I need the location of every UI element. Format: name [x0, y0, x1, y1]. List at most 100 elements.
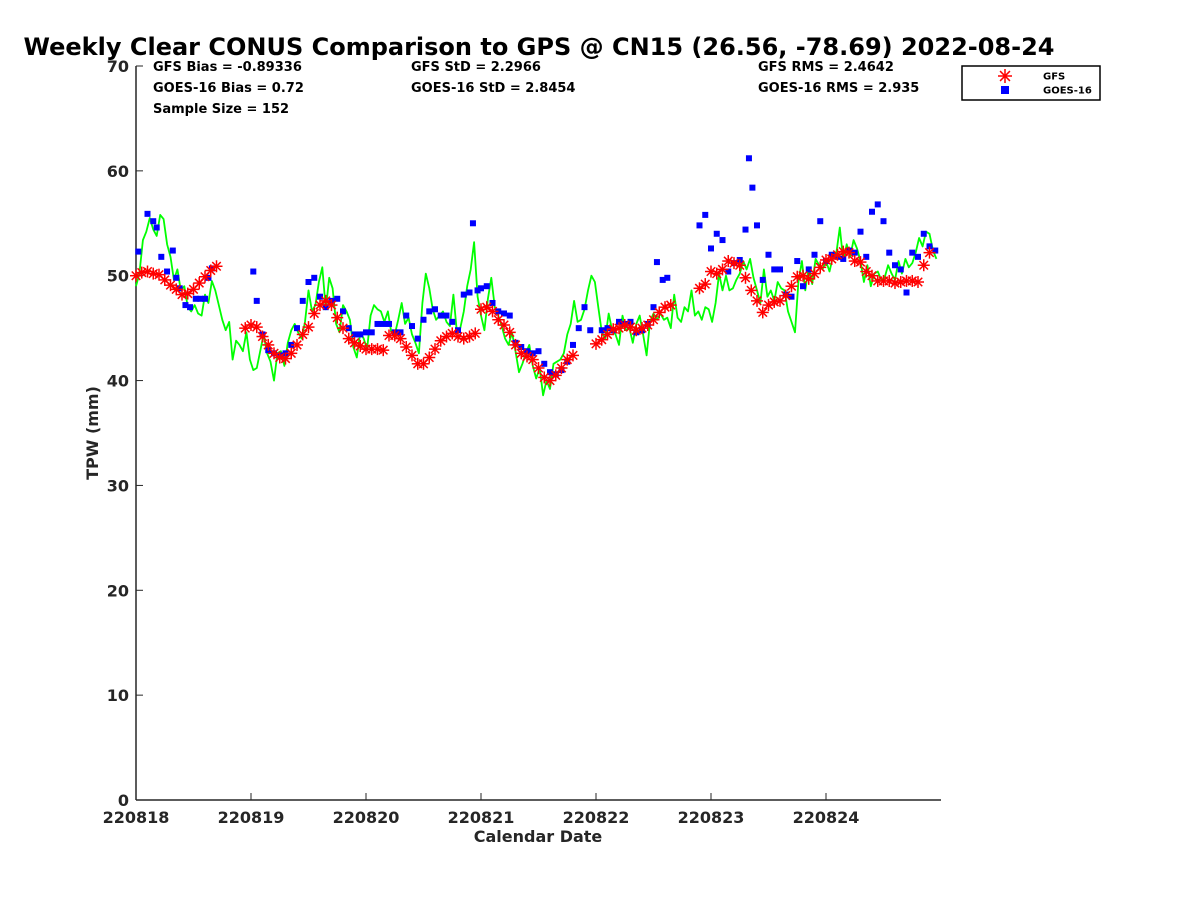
goes16-point: [529, 350, 536, 357]
gfs-point: [854, 256, 867, 269]
goes16-point: [777, 266, 783, 273]
goes16-point: [483, 283, 490, 290]
x-tick-label: 220823: [678, 808, 745, 827]
goes16-point: [587, 327, 594, 334]
goes16-point: [742, 226, 749, 233]
goes16-point: [932, 247, 939, 254]
goes16-point: [380, 320, 387, 327]
gfs-point: [153, 268, 165, 281]
goes16-point: [317, 293, 323, 300]
goes16-point: [664, 274, 671, 281]
goes16-point: [197, 295, 204, 302]
goes16-point: [294, 325, 300, 332]
gfs-point: [802, 272, 815, 285]
plot-area: [130, 155, 939, 397]
goes16-point: [713, 230, 720, 237]
gfs-point: [250, 321, 263, 334]
goes16-point: [466, 289, 473, 296]
gfs-point: [567, 349, 579, 362]
goes16-point: [250, 268, 257, 275]
goes16-point: [874, 201, 881, 208]
goes16-point: [351, 331, 358, 338]
goes16-point: [253, 297, 260, 304]
goes16-point: [144, 210, 151, 217]
goes16-point: [759, 276, 766, 283]
gfs-point: [756, 306, 769, 319]
goes16-point: [570, 341, 576, 348]
gfs-point: [917, 259, 930, 272]
y-tick-label: 30: [107, 476, 129, 495]
goes16-point: [403, 312, 410, 319]
x-tick-label: 220818: [103, 808, 170, 827]
gfs-point: [526, 353, 539, 366]
goes16-point: [334, 295, 341, 302]
legend-marker-gfs: [998, 69, 1012, 83]
gfs-point: [400, 341, 413, 354]
goes16-point: [541, 360, 548, 367]
gfs-point: [268, 347, 280, 360]
goes16-point: [892, 262, 898, 269]
goes16-point: [926, 243, 933, 250]
goes16-point: [455, 327, 461, 334]
goes16-point: [581, 304, 588, 311]
goes16-point: [659, 276, 666, 283]
goes16-point: [368, 329, 375, 336]
y-tick-label: 60: [107, 162, 129, 181]
goes16-point: [164, 268, 171, 275]
gfs-point: [716, 263, 729, 276]
gfs-point: [406, 349, 418, 362]
gfs-point: [296, 328, 309, 341]
goes16-point: [765, 251, 772, 258]
goes16-point: [909, 249, 916, 256]
y-tick-label: 50: [107, 267, 129, 286]
goes16-point: [719, 237, 726, 244]
goes16-point: [869, 208, 875, 215]
goes16-point: [469, 220, 476, 227]
goes16-point: [575, 325, 582, 332]
goes16-point: [800, 283, 806, 290]
gfs-point: [337, 322, 349, 335]
gfs-point: [647, 313, 660, 326]
gfs-point: [699, 278, 712, 291]
gfs-point: [256, 330, 269, 343]
goes16-point: [397, 329, 404, 336]
goes16-point: [696, 222, 703, 229]
x-axis-label: Calendar Date: [474, 827, 603, 846]
goes16-point: [518, 344, 525, 351]
goes16-point: [340, 308, 346, 315]
goes16-point: [414, 335, 421, 342]
goes16-point: [135, 248, 142, 255]
goes16-point: [478, 285, 484, 292]
goes16-point: [501, 310, 507, 317]
goes16-point: [749, 184, 756, 191]
goes16-point: [153, 224, 160, 231]
gfs-point: [480, 301, 493, 314]
goes16-point: [702, 211, 709, 218]
goes16-point: [725, 268, 732, 275]
gfs-point: [486, 305, 499, 318]
legend: GFS GOES-16: [961, 65, 1101, 101]
y-tick-label: 20: [107, 581, 129, 600]
goes16-point: [205, 274, 212, 281]
goes16-point: [598, 327, 605, 334]
gfs-point: [733, 259, 746, 272]
gfs-point: [532, 361, 545, 374]
goes16-point: [386, 320, 392, 327]
stat-gfs-bias: GFS Bias = -0.89336: [153, 60, 302, 75]
gfs-point: [429, 343, 441, 356]
goes16-point: [420, 316, 427, 323]
goes16-point: [460, 291, 467, 298]
goes16-point: [443, 312, 450, 319]
gfs-point: [509, 338, 522, 351]
goes16-point: [811, 251, 818, 258]
gfs-point: [613, 322, 625, 335]
chart-title: Weekly Clear CONUS Comparison to GPS @ C…: [24, 33, 1055, 61]
legend-box: [961, 65, 1101, 101]
gfs-point: [498, 318, 510, 331]
stat-gfs-std: GFS StD = 2.2966: [411, 60, 541, 75]
goes16-point: [187, 304, 194, 311]
legend-label: GOES-16: [1043, 86, 1092, 97]
goes16-point: [437, 312, 444, 319]
gfs-point: [210, 260, 223, 273]
